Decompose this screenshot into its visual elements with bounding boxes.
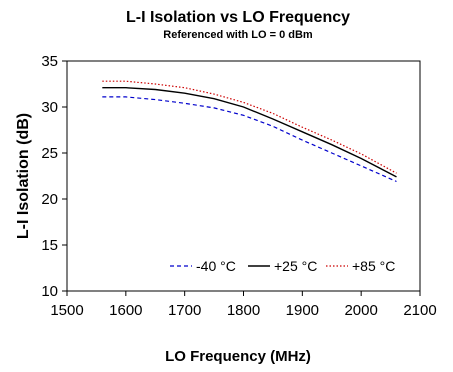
plot-frame (66, 60, 421, 292)
series-line-0 (102, 96, 397, 183)
x-tick-label: 1500 (50, 302, 83, 319)
legend-label-1: +25 °C (274, 258, 317, 274)
plot-area: 1500 1600 1700 1800 1900 2000 2100 10 15 20 25 30 35… (41, 53, 436, 319)
x-tick-label: 1800 (227, 302, 260, 319)
y-tick-label: 20 (41, 191, 58, 208)
y-tick-label: 15 (41, 237, 58, 254)
y-tick-label: 10 (41, 283, 58, 300)
legend-label-2: +85 °C (352, 258, 395, 274)
x-tick-label: 2000 (344, 302, 377, 319)
x-tick-label: 1900 (286, 302, 319, 319)
x-tick-label: 1600 (109, 302, 142, 319)
chart-subtitle: Referenced with LO = 0 dBm (163, 29, 313, 41)
y-tick-label: 35 (41, 53, 58, 70)
series-line-1 (102, 86, 397, 178)
legend-label-0: -40 °C (196, 258, 236, 274)
y-tick-label: 25 (41, 145, 58, 162)
y-tick-label: 30 (41, 99, 58, 116)
chart-title: L-I Isolation vs LO Frequency (126, 9, 350, 26)
x-axis-label: LO Frequency (MHz) (165, 348, 311, 365)
series-line-2 (102, 80, 397, 174)
x-tick-label: 2100 (403, 302, 436, 319)
x-tick-label: 1700 (168, 302, 201, 319)
y-axis-label: L-I Isolation (dB) (15, 113, 32, 239)
